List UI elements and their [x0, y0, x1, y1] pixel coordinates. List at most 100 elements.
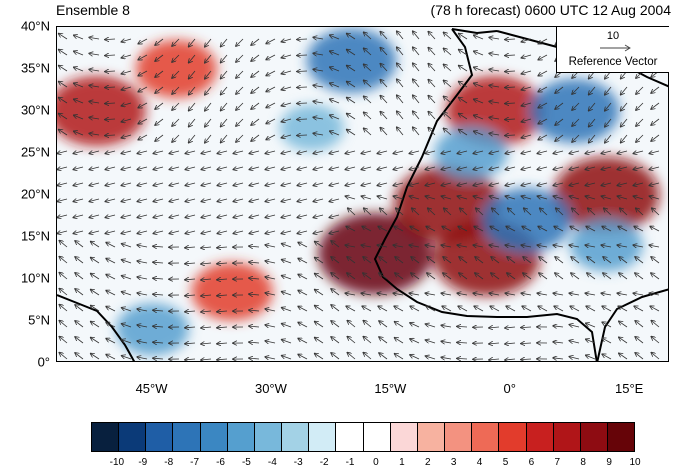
- wind-vector: [586, 323, 596, 328]
- wind-vector: [538, 118, 548, 124]
- wind-vector: [425, 196, 436, 199]
- wind-vector: [205, 134, 212, 143]
- wind-vector: [137, 277, 148, 279]
- wind-vector: [331, 353, 340, 360]
- wind-vector: [236, 118, 244, 126]
- wind-vector: [331, 273, 340, 280]
- wind-vector: [331, 289, 340, 296]
- wind-vector: [585, 196, 596, 199]
- wind-vector: [169, 151, 180, 154]
- wind-vector: [489, 37, 500, 39]
- wind-vector: [444, 112, 452, 120]
- wind-vector: [347, 66, 356, 72]
- map-panel: [56, 26, 669, 362]
- wind-vector: [475, 257, 484, 264]
- wind-vector: [489, 167, 500, 170]
- wind-vector: [651, 118, 660, 125]
- anomaly-blob: [553, 157, 660, 233]
- wind-vector: [395, 354, 404, 360]
- wind-vector: [201, 359, 212, 360]
- wind-vector: [507, 273, 516, 280]
- wind-vector: [185, 183, 196, 186]
- lon-tick-label: 45°W: [135, 381, 168, 396]
- wind-vector: [540, 208, 548, 216]
- wind-vector: [137, 215, 148, 218]
- wind-vector: [265, 167, 276, 170]
- wind-vector: [266, 134, 276, 140]
- wind-vector: [426, 306, 436, 312]
- wind-vector: [364, 80, 372, 88]
- wind-vector: [75, 353, 84, 360]
- wind-vector: [189, 86, 196, 95]
- wind-vector: [617, 183, 628, 186]
- wind-vector: [297, 199, 308, 202]
- wind-vector: [474, 115, 484, 120]
- wind-vector: [425, 293, 436, 295]
- wind-vector: [555, 102, 564, 109]
- wind-vector: [205, 38, 212, 47]
- wind-vector: [315, 242, 324, 248]
- wind-vector: [75, 337, 84, 344]
- wind-vector: [74, 115, 84, 120]
- wind-vector: [635, 257, 644, 264]
- wind-vector: [410, 226, 420, 232]
- wind-vector: [649, 151, 660, 154]
- wind-vector: [185, 247, 196, 248]
- wind-vector: [75, 305, 84, 312]
- left-title: Ensemble 8: [56, 2, 130, 18]
- wind-vector: [155, 54, 164, 61]
- wind-vector: [379, 321, 388, 328]
- wind-vector: [489, 151, 500, 154]
- wind-vector: [409, 183, 420, 186]
- wind-vector: [137, 245, 148, 247]
- wind-vector: [189, 118, 196, 127]
- wind-vector: [441, 357, 452, 359]
- wind-vector: [59, 289, 68, 296]
- wind-vector: [395, 338, 404, 344]
- wind-vector: [380, 112, 388, 120]
- wind-vector: [89, 199, 100, 202]
- colorbar-label: -9: [138, 457, 148, 468]
- wind-vector: [441, 151, 452, 154]
- wind-vector: [523, 273, 532, 280]
- wind-vector: [457, 183, 468, 186]
- wind-vector: [155, 70, 164, 77]
- wind-vector: [364, 96, 372, 104]
- wind-vector: [633, 183, 644, 186]
- reference-vector-label: Reference Vector: [568, 56, 658, 68]
- wind-vector: [281, 199, 292, 202]
- wind-vector: [138, 86, 148, 92]
- wind-vector: [105, 87, 116, 88]
- wind-vector: [569, 341, 580, 343]
- wind-vector: [537, 151, 548, 154]
- colorbar-cell: [580, 423, 608, 451]
- wind-vector: [492, 208, 500, 216]
- wind-vector: [522, 306, 532, 312]
- wind-vector: [137, 325, 148, 327]
- wind-vector: [380, 80, 388, 88]
- wind-vector: [281, 167, 292, 170]
- wind-vector: [425, 151, 436, 154]
- wind-vector: [297, 135, 308, 136]
- wind-vector: [73, 167, 84, 170]
- wind-vector: [475, 273, 484, 280]
- wind-vector: [617, 293, 628, 295]
- wind-vector: [473, 167, 484, 170]
- wind-vector: [236, 38, 244, 46]
- colorbar-cell: [200, 423, 228, 451]
- wind-vector: [59, 66, 68, 72]
- wind-vector: [265, 357, 276, 359]
- wind-vector: [635, 337, 644, 344]
- wind-vector: [585, 245, 596, 247]
- wind-vector: [73, 183, 84, 186]
- wind-vector: [378, 226, 388, 232]
- wind-vector: [106, 323, 116, 328]
- wind-vector: [59, 34, 68, 40]
- wind-vector: [636, 86, 644, 94]
- wind-vector: [395, 322, 404, 328]
- wind-vector: [553, 151, 564, 154]
- lon-tick-label: 30°W: [254, 381, 287, 396]
- wind-vector: [137, 231, 148, 234]
- wind-vector: [281, 87, 292, 90]
- wind-vector: [91, 274, 100, 280]
